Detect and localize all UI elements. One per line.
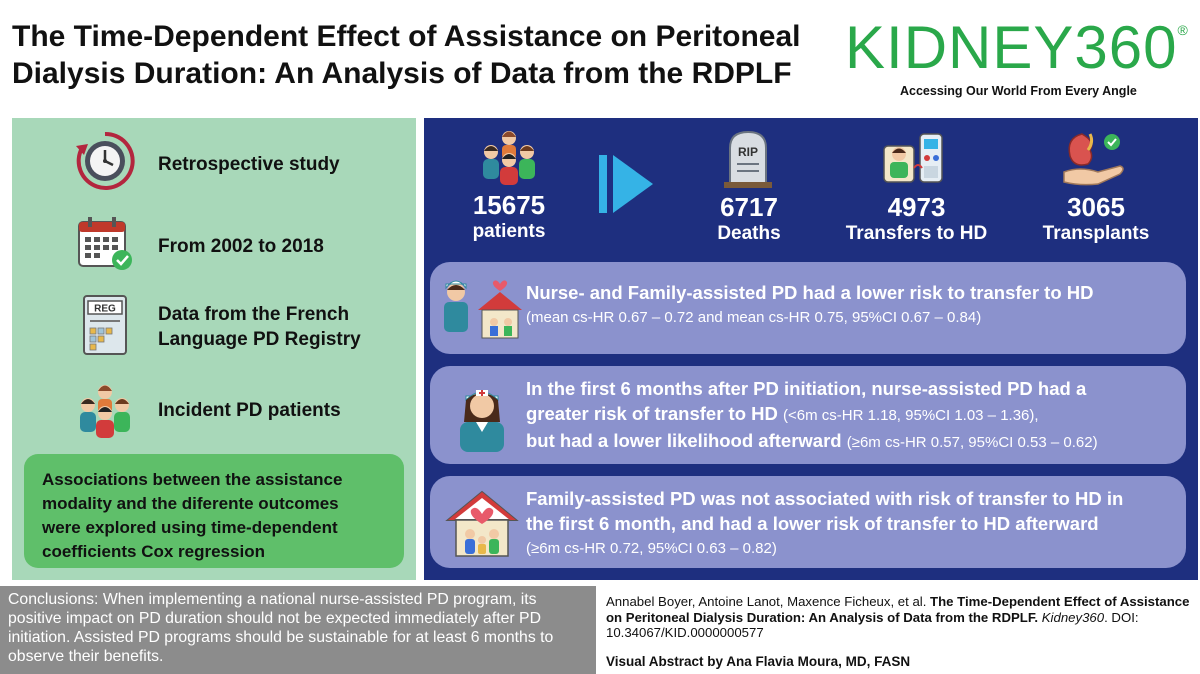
registry-label-line-1: Data from the French bbox=[158, 304, 350, 325]
deaths-count: 6717 bbox=[720, 192, 778, 222]
stat-deaths: 6717 Deaths bbox=[694, 192, 804, 246]
stat-transplants: 3065 Transplants bbox=[1024, 192, 1168, 246]
journal-logo: KIDNEY360® Accessing Our World From Ever… bbox=[845, 14, 1188, 106]
finding-3-line-1: Family-assisted PD was not associated wi… bbox=[526, 488, 1124, 509]
tombstone-text: RIP bbox=[738, 145, 758, 159]
citation-journal: Kidney360 bbox=[1041, 609, 1105, 625]
kidney-transplant-icon bbox=[1063, 133, 1124, 186]
visual-abstract-credit: Visual Abstract by Ana Flavia Moura, MD,… bbox=[606, 654, 911, 669]
finding-1-headline: Nurse- and Family-assisted PD had a lowe… bbox=[526, 282, 1094, 303]
finding-3-stats: (≥6m cs-HR 0.72, 95%CI 0.63 – 0.82) bbox=[526, 540, 777, 557]
deaths-label: Deaths bbox=[717, 223, 781, 244]
clock-icon bbox=[76, 131, 135, 190]
nurse-icon bbox=[460, 390, 504, 452]
citation-title: The Time-Dependent Effect of Assistance … bbox=[606, 594, 1190, 625]
finding-2-line-2-bold: greater risk of transfer to HD bbox=[526, 403, 784, 424]
patients-count: 15675 bbox=[472, 190, 546, 220]
calendar-icon bbox=[78, 217, 132, 270]
conclusions-box: Conclusions: When implementing a nationa… bbox=[0, 586, 596, 674]
design-label-period: From 2002 to 2018 bbox=[158, 236, 324, 257]
citation-doi: . DOI: 10.34067/KID.0000000577 bbox=[606, 609, 1139, 641]
finding-1-text: Nurse- and Family-assisted PD had a lowe… bbox=[526, 280, 1093, 330]
design-label-retrospective: Retrospective study bbox=[158, 154, 340, 175]
citation-authors: Annabel Boyer, Antoine Lanot, Maxence Fi… bbox=[606, 594, 931, 609]
finding-card-3: Family-assisted PD was not associated wi… bbox=[430, 476, 1186, 568]
design-item-incident: Incident PD patients bbox=[12, 376, 416, 446]
finding-3-line-2: the first 6 month, and had a lower risk … bbox=[526, 513, 1099, 534]
results-panel: 15675 patients RIP 6717 Deaths 4973 Tran… bbox=[424, 118, 1198, 580]
stat-patients: 15675 patients bbox=[444, 190, 574, 244]
finding-2-text: In the first 6 months after PD initiatio… bbox=[526, 376, 1098, 455]
finding-1-stats: (mean cs-HR 0.67 – 0.72 and mean cs-HR 0… bbox=[526, 309, 982, 326]
hemodialysis-icon bbox=[883, 133, 943, 183]
citation: Annabel Boyer, Antoine Lanot, Maxence Fi… bbox=[606, 594, 1196, 641]
logo-tagline: Accessing Our World From Every Angle bbox=[900, 84, 1137, 98]
hd-count: 4973 bbox=[887, 192, 946, 222]
methods-callout: Associations between the assistance moda… bbox=[24, 454, 404, 568]
finding-card-1: Nurse- and Family-assisted PD had a lowe… bbox=[430, 262, 1186, 354]
registry-label-line-2: Language PD Registry bbox=[158, 329, 361, 350]
play-arrow-icon bbox=[599, 155, 653, 213]
stat-transfers-hd: 4973 Transfers to HD bbox=[834, 192, 999, 246]
design-item-retrospective: Retrospective study bbox=[12, 130, 416, 200]
patients-label: patients bbox=[472, 221, 546, 242]
registry-badge-text: REG bbox=[94, 304, 116, 315]
finding-2-line-1: In the first 6 months after PD initiatio… bbox=[526, 378, 1087, 399]
design-label-incident: Incident PD patients bbox=[158, 400, 341, 421]
tombstone-icon: RIP bbox=[724, 130, 772, 188]
logo-registered-mark: ® bbox=[1177, 22, 1188, 38]
finding-2-line-3-bold: but had a lower likelihood afterward bbox=[526, 430, 847, 451]
title-line-2: Dialysis Duration: An Analysis of Data f… bbox=[12, 57, 792, 90]
finding-2-line-3: but had a lower likelihood afterward (≥6… bbox=[526, 428, 1098, 455]
methods-line-2: modality and the diferente outcomes bbox=[42, 494, 339, 513]
finding-3-text: Family-assisted PD was not associated wi… bbox=[526, 486, 1123, 561]
patients-group-icon bbox=[80, 385, 130, 438]
finding-2-line-2-stats: (<6m cs-HR 1.18, 95%CI 1.03 – 1.36), bbox=[783, 407, 1039, 424]
finding-2-line-2: greater risk of transfer to HD (<6m cs-H… bbox=[526, 401, 1098, 428]
patients-icon bbox=[483, 131, 535, 185]
methods-line-3: were explored using time-dependent bbox=[42, 518, 338, 537]
methods-line-4: coefficients Cox regression bbox=[42, 542, 265, 561]
transplants-count: 3065 bbox=[1067, 192, 1125, 222]
design-item-period: From 2002 to 2018 bbox=[12, 212, 416, 282]
title-line-1: The Time-Dependent Effect of Assistance … bbox=[12, 20, 801, 53]
transplants-label: Transplants bbox=[1042, 223, 1150, 244]
design-label-registry: Data from the French Language PD Registr… bbox=[158, 302, 361, 352]
nurse-and-family-home-icon bbox=[444, 280, 522, 339]
finding-card-2: In the first 6 months after PD initiatio… bbox=[430, 366, 1186, 464]
page-title: The Time-Dependent Effect of Assistance … bbox=[12, 18, 832, 92]
registry-document-icon: REG bbox=[83, 295, 127, 355]
design-item-registry: REG Data from the French Language PD Reg… bbox=[12, 294, 416, 364]
methods-line-1: Associations between the assistance bbox=[42, 470, 343, 489]
hd-label: Transfers to HD bbox=[845, 223, 988, 244]
family-home-icon bbox=[445, 490, 519, 557]
logo-wordmark: KIDNEY360 bbox=[845, 14, 1178, 81]
finding-2-line-3-stats: (≥6m cs-HR 0.57, 95%CI 0.53 – 0.62) bbox=[846, 434, 1098, 451]
study-design-panel: Retrospective study From 2002 to 2018 RE… bbox=[12, 118, 416, 580]
